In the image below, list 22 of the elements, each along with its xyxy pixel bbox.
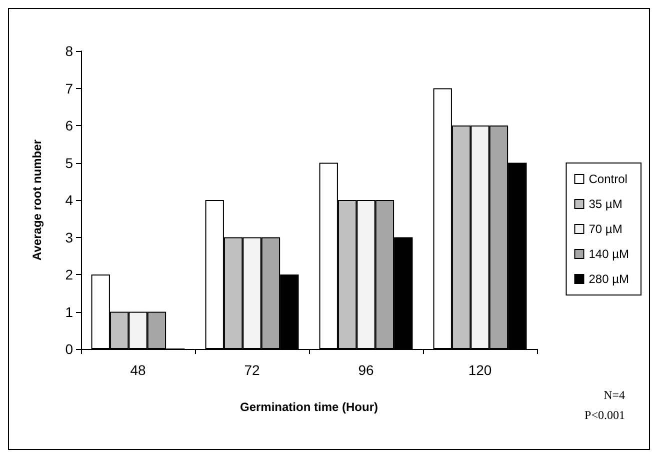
y-tick-label: 5 (65, 154, 74, 171)
x-axis-title: Germination time (Hour) (240, 400, 378, 414)
y-tick-label: 0 (65, 341, 74, 357)
legend-label: Control (588, 172, 628, 186)
x-tick-label: 48 (130, 362, 146, 378)
legend-label: 140 µM (588, 247, 630, 261)
y-tick-label: 4 (65, 192, 74, 208)
x-tick-label: 72 (244, 362, 260, 378)
y-tick-label: 3 (65, 229, 74, 246)
x-tick-label: 96 (358, 362, 374, 378)
x-tick-label: 120 (468, 362, 492, 378)
legend-label: 70 µM (588, 222, 622, 236)
y-tick-label: 7 (65, 80, 74, 96)
y-tick-label: 8 (65, 43, 74, 59)
text: N=4 (604, 388, 626, 402)
y-axis-title: Average root number (30, 139, 44, 260)
y-tick-label: 1 (65, 304, 74, 320)
y-tick-label: 2 (65, 266, 74, 282)
text: P<0.001 (584, 408, 626, 422)
legend-label: 280 µM (588, 272, 630, 286)
legend-label: 35 µM (588, 197, 622, 211)
y-tick-label: 6 (65, 118, 74, 134)
